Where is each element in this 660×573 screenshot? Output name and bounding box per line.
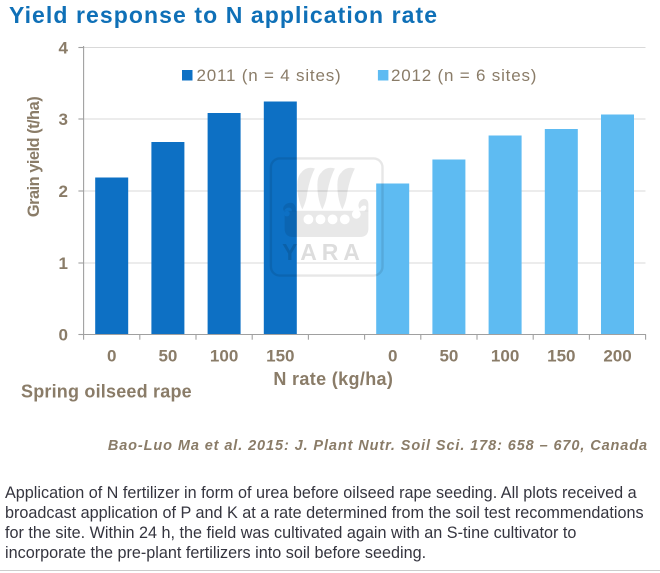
svg-text:0: 0 bbox=[107, 347, 116, 366]
svg-text:100: 100 bbox=[491, 347, 519, 366]
svg-text:Spring oilseed rape: Spring oilseed rape bbox=[21, 382, 192, 402]
svg-text:150: 150 bbox=[266, 347, 294, 366]
svg-text:0: 0 bbox=[59, 326, 68, 345]
svg-text:50: 50 bbox=[439, 347, 458, 366]
svg-text:Bao-Luo Ma et al. 2015: J. Pla: Bao-Luo Ma et al. 2015: J. Plant Nutr. S… bbox=[108, 438, 648, 454]
svg-text:4: 4 bbox=[59, 39, 69, 58]
svg-text:2: 2 bbox=[59, 182, 68, 201]
svg-text:Grain yield (t/ha): Grain yield (t/ha) bbox=[25, 97, 43, 217]
svg-text:N rate (kg/ha): N rate (kg/ha) bbox=[273, 369, 393, 389]
svg-text:2012 (n = 6 sites): 2012 (n = 6 sites) bbox=[391, 66, 537, 85]
svg-text:150: 150 bbox=[547, 347, 575, 366]
svg-text:2011 (n = 4 sites): 2011 (n = 4 sites) bbox=[197, 66, 342, 85]
svg-text:3: 3 bbox=[59, 110, 68, 129]
svg-text:0: 0 bbox=[388, 347, 397, 366]
svg-text:100: 100 bbox=[210, 347, 238, 366]
svg-text:YARA: YARA bbox=[282, 239, 365, 265]
svg-text:200: 200 bbox=[603, 347, 631, 366]
svg-text:50: 50 bbox=[158, 347, 177, 366]
svg-text:1: 1 bbox=[59, 254, 68, 273]
